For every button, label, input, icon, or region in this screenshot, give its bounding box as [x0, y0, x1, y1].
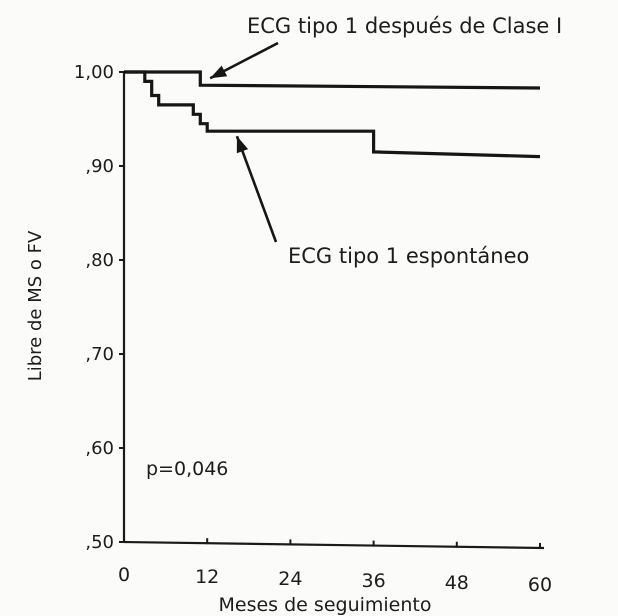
x-tick-label: 36 [362, 570, 386, 592]
arrow-espontaneo-head [236, 136, 249, 154]
y-tick-label: ,70 [85, 344, 114, 365]
x-tick-label: 24 [278, 568, 302, 590]
p-value-label: p=0,046 [146, 458, 228, 480]
y-tick-label: 1,00 [74, 62, 114, 83]
arrow-espontaneo [235, 135, 278, 243]
y-tick-label: ,50 [85, 532, 114, 553]
y-axis-title: Libre de MS o FV [25, 230, 46, 381]
x-tick-label: 48 [445, 572, 469, 594]
x-ticks: 0 12 24 36 48 60 [118, 537, 552, 596]
y-ticks: ,50 ,60 ,70 ,80 ,90 1,00 [74, 62, 124, 553]
series-espontaneo-curve [124, 70, 541, 159]
y-tick-label: ,60 [85, 438, 114, 459]
annotation-espontaneo-label: ECG tipo 1 espontáneo [288, 244, 529, 268]
x-tick-label: 0 [118, 564, 130, 586]
y-tick-label: ,90 [85, 156, 114, 177]
annotation-clase-i-label: ECG tipo 1 después de Clase I [247, 14, 562, 38]
annotations: ECG tipo 1 después de Clase I ECG tipo 1… [146, 14, 562, 480]
arrow-clase-i-head [210, 65, 228, 79]
series-clase-i-curve [124, 70, 541, 90]
x-axis-line [123, 540, 545, 550]
y-tick-label: ,80 [85, 250, 114, 271]
axes [122, 72, 545, 550]
x-axis-title: Meses de seguimiento [219, 594, 432, 616]
x-tick-label: 60 [528, 574, 552, 596]
x-tick-label: 12 [195, 566, 219, 588]
survival-curves [124, 70, 541, 159]
